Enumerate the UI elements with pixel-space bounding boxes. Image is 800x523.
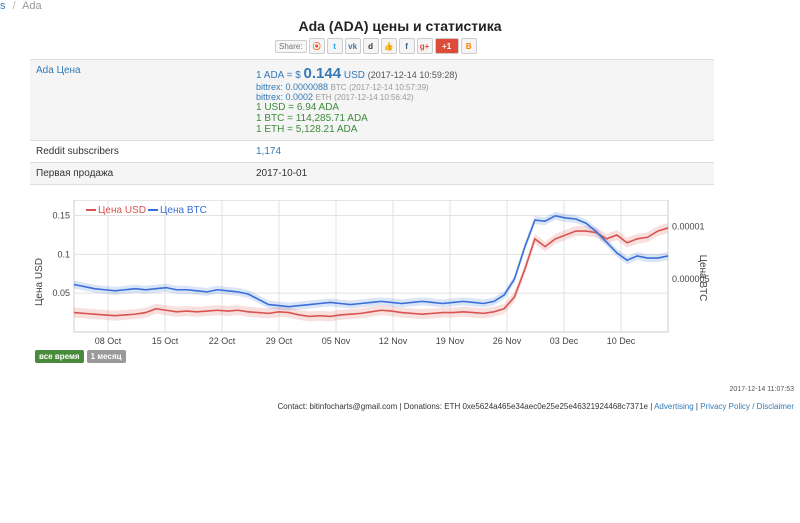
y-right-tick-label: 0.000005 (672, 274, 710, 284)
first-sale-value: 2017-10-01 (256, 168, 308, 179)
x-tick-label: 03 Dec (550, 336, 579, 346)
like-icon[interactable]: 👍 (380, 38, 397, 54)
breadcrumb: s / Ada (0, 0, 42, 18)
chart-lines (73, 214, 669, 318)
x-tick-label: 29 Oct (266, 336, 293, 346)
reddit-icon[interactable]: ⦿ (308, 38, 325, 54)
conversion-usd: 1 USD = 6.94 ADA (256, 102, 340, 113)
share-bar: Share: ⦿ t vk d 👍 f g+ +1 B (275, 37, 477, 55)
price-value-cell: 1 ADA = $ 0.144 USD (2017-12-14 10:59:28… (250, 60, 463, 140)
series-line-btc (73, 214, 669, 308)
y-left-tick-label: 0.05 (52, 288, 70, 298)
twitter-icon[interactable]: t (326, 38, 343, 54)
first-sale-label: Первая продажа (36, 168, 114, 179)
advertising-link[interactable]: Advertising (654, 402, 694, 411)
vk-icon[interactable]: vk (344, 38, 361, 54)
x-tick-label: 22 Oct (209, 336, 236, 346)
first-sale-row: Первая продажа 2017-10-01 (30, 163, 714, 185)
price-chart[interactable]: 08 Oct 15 Oct 22 Oct 29 Oct 05 Nov 12 Nov 19 N… (30, 199, 714, 360)
range-buttons: все время 1 месяц (35, 350, 126, 363)
x-tick-label: 15 Oct (152, 336, 179, 346)
breadcrumb-separator: / (12, 0, 16, 12)
x-tick-label: 26 Nov (493, 336, 522, 346)
y-axis-left-label: Цена USD (34, 258, 45, 306)
y-axis-right-label: Цена BTC (697, 255, 708, 302)
series-range-band (74, 222, 668, 322)
digg-icon[interactable]: d (362, 38, 379, 54)
price-line: 1 ADA = $ 0.144 USD (2017-12-14 10:59:28… (256, 65, 458, 82)
reddit-value[interactable]: 1,174 (256, 146, 282, 157)
facebook-icon[interactable]: f (398, 38, 415, 54)
series-line-usd (73, 227, 669, 318)
price-chart-svg: 08 Oct 15 Oct 22 Oct 29 Oct 05 Nov 12 Nov 19 N… (34, 199, 710, 346)
reddit-row: Reddit subscribers 1,174 (30, 141, 714, 163)
x-tick-label: 05 Nov (322, 336, 351, 346)
x-tick-label: 12 Nov (379, 336, 408, 346)
x-tick-label: 10 Dec (607, 336, 636, 346)
y-left-tick-label: 0.1 (57, 249, 70, 259)
page-title: Ada (ADA) цены и статистика (298, 18, 502, 34)
legend-btc: Цена BTC (160, 205, 207, 216)
chart-legend: Цена USD Цена BTC (86, 205, 207, 216)
reddit-label: Reddit subscribers (36, 146, 119, 157)
y-axis: 0.05 0.1 0.15 0.000005 0.00001 (52, 211, 709, 299)
google-plus-one-icon[interactable]: +1 (434, 38, 459, 54)
page-timestamp: 2017-12-14 11:07:53 (729, 386, 794, 393)
stats-table: Ada Цена 1 ADA = $ 0.144 USD (2017-12-14… (30, 59, 714, 185)
footer-contact: Contact: bitinfocharts@gmail.com | Donat… (277, 402, 648, 411)
bittrex-eth-line: bittrex: 0.0002 ETH (2017-12-14 10:56:42… (256, 92, 414, 102)
share-label: Share: (275, 39, 307, 53)
price-value: 0.144 (303, 65, 342, 82)
x-tick-label: 19 Nov (436, 336, 465, 346)
blogger-icon[interactable]: B (460, 38, 477, 54)
x-tick-label: 08 Oct (95, 336, 122, 346)
price-label: Ada Цена (36, 65, 81, 76)
plot-area (73, 199, 669, 333)
legend-usd: Цена USD (98, 205, 146, 216)
footer: Contact: bitinfocharts@gmail.com | Donat… (277, 402, 794, 411)
conversion-eth: 1 ETH = 5,128.21 ADA (256, 124, 358, 135)
y-right-tick-label: 0.00001 (672, 221, 705, 231)
google-plus-icon[interactable]: g+ (416, 38, 433, 54)
x-axis: 08 Oct 15 Oct 22 Oct 29 Oct 05 Nov 12 Nov 19 N… (95, 336, 636, 346)
bittrex-btc-line: bittrex: 0.0000088 BTC (2017-12-14 10:57… (256, 82, 429, 92)
chart-grid (74, 200, 668, 332)
conversion-btc: 1 BTC = 114,285.71 ADA (256, 113, 368, 124)
chart-bands (74, 211, 668, 322)
privacy-link[interactable]: Privacy Policy / Disclaimer (700, 402, 794, 411)
price-row: Ada Цена 1 ADA = $ 0.144 USD (2017-12-14… (30, 60, 714, 141)
breadcrumb-prev-link[interactable]: s (0, 0, 6, 12)
range-all-time-button[interactable]: все время (35, 350, 84, 363)
range-one-month-button[interactable]: 1 месяц (86, 350, 126, 363)
breadcrumb-current: Ada (22, 0, 42, 12)
y-left-tick-label: 0.15 (52, 211, 70, 221)
